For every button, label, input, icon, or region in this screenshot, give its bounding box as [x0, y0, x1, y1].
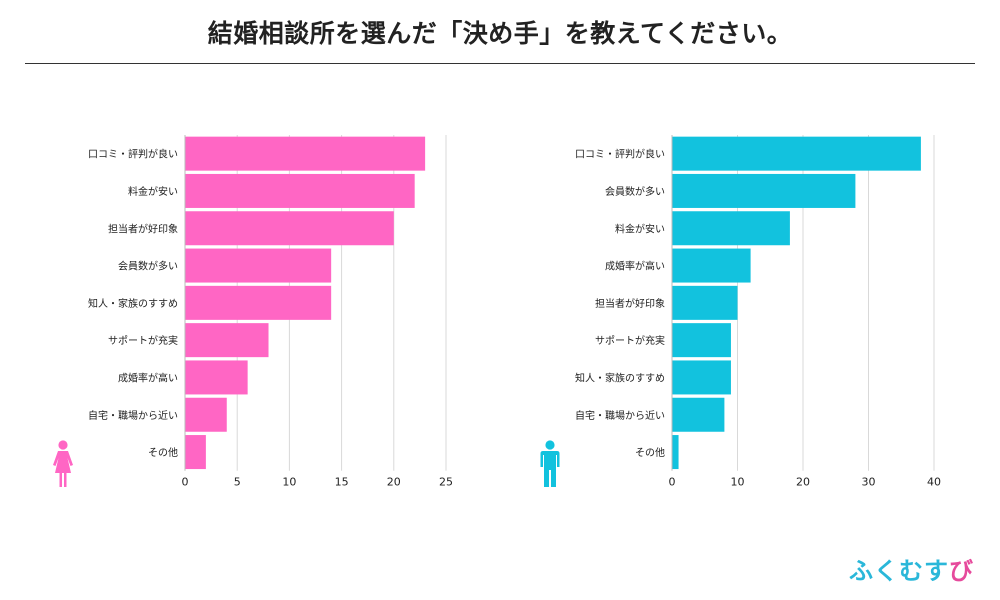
bar	[672, 173, 856, 208]
bar	[672, 360, 731, 395]
category-label: 成婚率が高い	[118, 371, 178, 384]
x-tick-label: 40	[927, 476, 941, 489]
female-icon	[53, 440, 73, 487]
bar	[672, 397, 725, 432]
bar	[185, 397, 227, 432]
x-tick-label: 10	[731, 476, 745, 489]
bar	[185, 323, 269, 358]
category-label: 会員数が多い	[118, 260, 178, 273]
bar	[672, 435, 679, 470]
category-label: その他	[635, 446, 665, 459]
category-label: 担当者が好印象	[595, 297, 665, 310]
brand-logo: ふくむすび	[849, 557, 974, 585]
bar	[185, 360, 248, 395]
bar	[672, 136, 921, 171]
bar	[185, 211, 394, 246]
x-tick-label: 30	[862, 476, 876, 489]
x-tick-label: 5	[234, 476, 241, 489]
x-tick-label: 20	[387, 476, 401, 489]
category-label: 口コミ・評判が良い	[575, 148, 665, 161]
bar	[185, 435, 206, 470]
bar	[672, 248, 751, 283]
category-label: その他	[148, 446, 178, 459]
bar	[185, 136, 426, 171]
x-tick-label: 0	[182, 476, 189, 489]
category-label: 知人・家族のすすめ	[575, 371, 665, 384]
page-title: 結婚相談所を選んだ「決め手」を教えてください。	[207, 19, 793, 48]
category-label: 担当者が好印象	[108, 222, 178, 235]
male-icon	[540, 440, 560, 487]
category-label: 自宅・職場から近い	[88, 409, 178, 422]
x-tick-label: 10	[282, 476, 296, 489]
x-tick-label: 25	[439, 476, 453, 489]
x-tick-label: 15	[335, 476, 349, 489]
category-label: 知人・家族のすすめ	[88, 297, 178, 310]
category-label: サポートが充実	[108, 334, 178, 347]
category-label: 口コミ・評判が良い	[88, 148, 178, 161]
category-label: 会員数が多い	[605, 185, 665, 198]
bar	[185, 285, 332, 320]
category-label: サポートが充実	[595, 334, 665, 347]
bar	[185, 248, 332, 283]
category-label: 料金が安い	[615, 222, 665, 235]
category-label: 料金が安い	[128, 185, 178, 198]
title-divider	[25, 63, 975, 64]
bar	[672, 323, 731, 358]
bar	[672, 285, 738, 320]
bar	[185, 173, 415, 208]
x-tick-label: 20	[796, 476, 810, 489]
category-label: 自宅・職場から近い	[575, 409, 665, 422]
bar	[672, 211, 790, 246]
x-tick-label: 0	[669, 476, 676, 489]
category-label: 成婚率が高い	[605, 260, 665, 273]
